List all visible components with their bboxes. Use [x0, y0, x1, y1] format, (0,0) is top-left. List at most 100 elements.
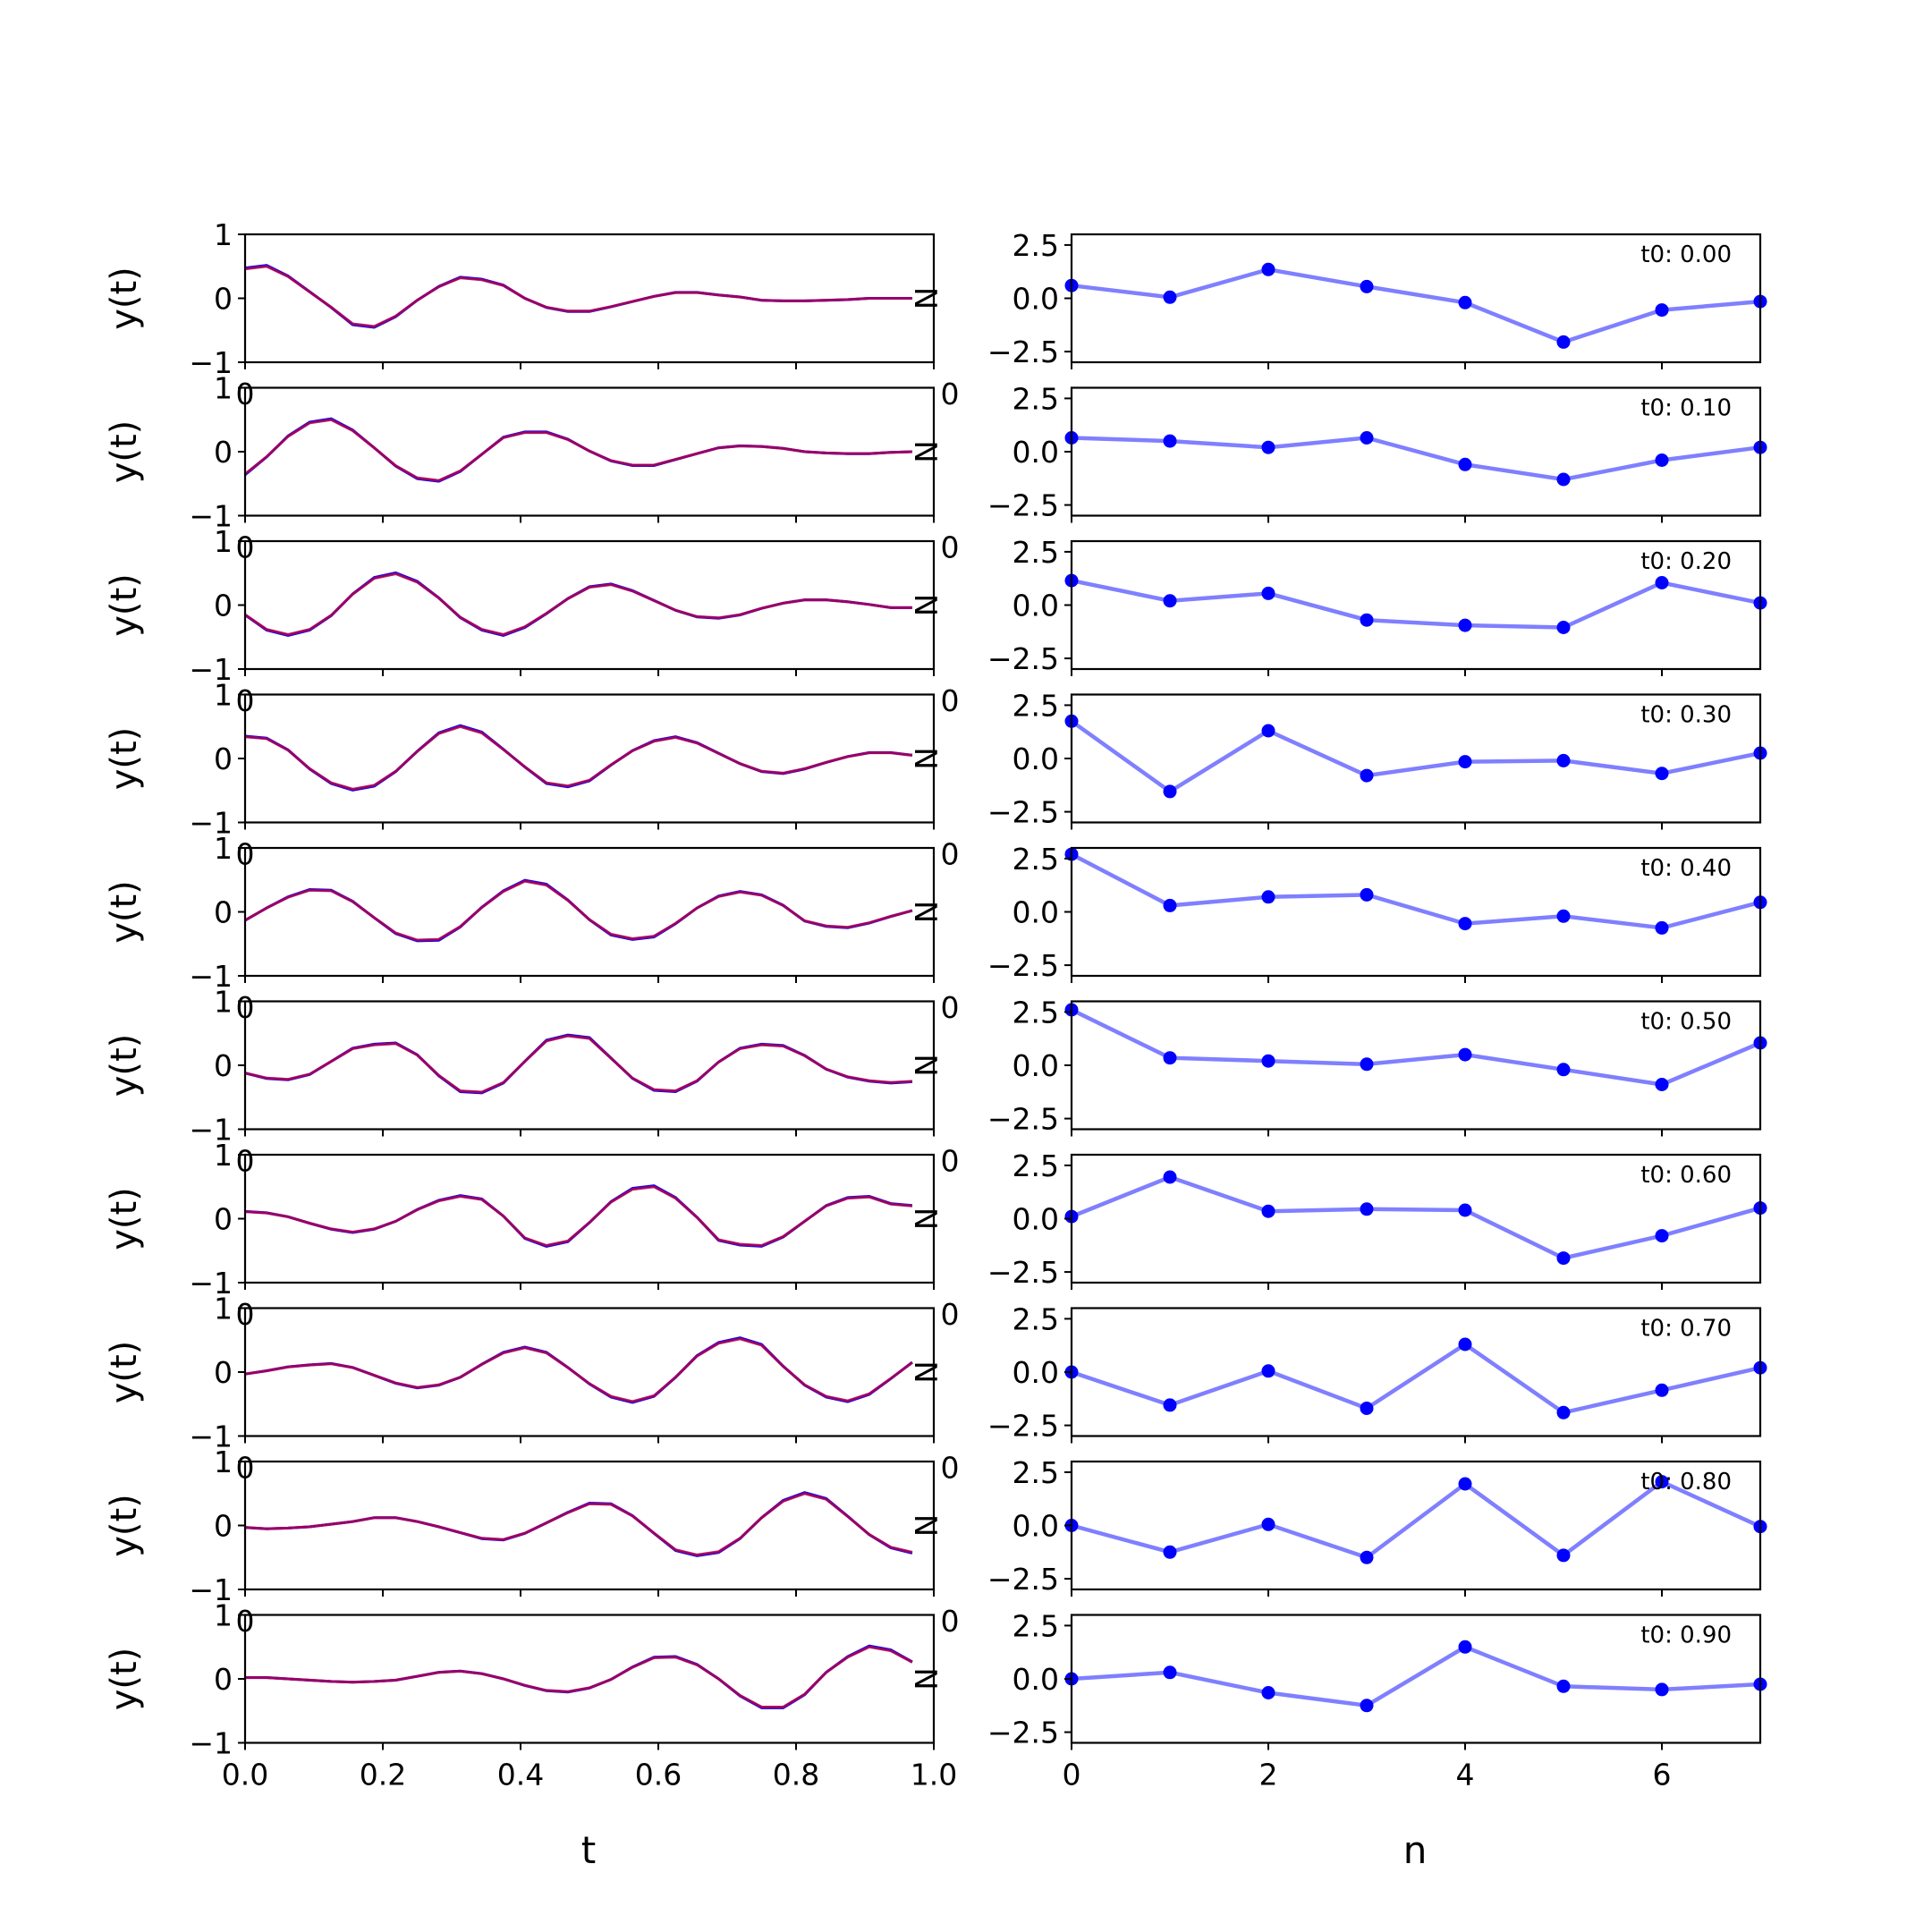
series-line [1071, 1644, 1761, 1708]
data-point [1163, 1665, 1177, 1680]
x-tick-label: 0 [941, 530, 960, 565]
y-tick-label: 1 [214, 985, 233, 1020]
y-tick-label: 2.5 [1013, 688, 1059, 723]
data-point [1261, 262, 1275, 276]
y-axis-label: y(t) [104, 1341, 145, 1404]
panel-annotation: t0: 0.00 [1640, 242, 1732, 268]
n-axis-label: N [907, 287, 943, 309]
y-tick-label: −2.5 [987, 488, 1059, 523]
y-tick-label: 2.5 [1013, 228, 1059, 263]
y-tick-label: 1 [214, 1138, 233, 1173]
data-point [1360, 279, 1374, 293]
y-tick-label: −1 [189, 1726, 233, 1761]
right-panel-column: 2.5 0.0 −2.5 t0: 0.00 2.5 0.0 −2.5 t0: 0.10 2.5 0… [987, 228, 1767, 1792]
data-point [1163, 290, 1177, 304]
x-tick-label: 1.0 [911, 1758, 957, 1792]
data-point [1163, 434, 1177, 448]
y-axis-label: y(t) [104, 727, 145, 791]
left-panel-column: −1 0 1 0 0 y(t) N −1 0 1 0 0 y(t) N −1 0 1 0 0 y(t) N −1 0 1 0 0 y… [104, 217, 960, 1792]
panel-annotation: t0: 0.40 [1640, 855, 1732, 882]
series-line [1071, 1174, 1761, 1260]
data-point [1556, 1548, 1571, 1563]
left-subplot-5: −1 0 1 0 0 y(t) N [104, 985, 960, 1179]
data-point [1458, 1337, 1472, 1352]
data-point [1261, 440, 1275, 454]
data-point [1458, 618, 1472, 632]
panel-annotation: t0: 0.30 [1640, 702, 1732, 729]
y-tick-label: 0.0 [1013, 1202, 1059, 1237]
left-subplot-4: −1 0 1 0 0 y(t) N [104, 831, 960, 1025]
y-tick-label: 0.0 [1013, 435, 1059, 470]
data-point [1261, 1204, 1275, 1218]
n-axis-label: N [907, 1054, 943, 1076]
y-tick-label: 0 [214, 741, 233, 776]
n-axis-label: N [907, 1208, 943, 1230]
left-subplot-3: −1 0 1 0 0 y(t) N [104, 678, 960, 872]
left-subplot-6: −1 0 1 0 0 y(t) N [104, 1138, 960, 1332]
y-tick-label: 0 [214, 282, 233, 317]
x-tick-label: 0 [1063, 1758, 1081, 1792]
y-tick-label: −2.5 [987, 1409, 1059, 1444]
series-line-overlap [245, 1645, 913, 1708]
data-point [1163, 1398, 1177, 1412]
y-tick-label: −2.5 [987, 1562, 1059, 1597]
y-tick-label: −1 [189, 1572, 233, 1607]
y-axis-label: y(t) [104, 1494, 145, 1557]
y-tick-label: 0.0 [1013, 1048, 1059, 1083]
left-subplot-9: −1 0 1 0.0 0.2 0.4 0.6 0.8 1.0 y(t) N [104, 1598, 957, 1792]
x-tick-label: 0 [941, 1297, 960, 1332]
data-point [1261, 1686, 1275, 1699]
right-subplot-9: 2.5 0.0 −2.50 2 4 6 t0: 0.90 [987, 1608, 1767, 1792]
left-x-axis-label: t [581, 1828, 596, 1872]
y-axis-label: y(t) [104, 880, 145, 944]
y-tick-label: −1 [189, 806, 233, 841]
series-line [1071, 578, 1761, 630]
data-point [1556, 1251, 1571, 1266]
data-point [1556, 335, 1571, 349]
data-point [1556, 1405, 1571, 1419]
data-point [1655, 1078, 1669, 1091]
data-point [1360, 887, 1374, 902]
data-point [1655, 767, 1669, 781]
y-tick-label: 0 [214, 435, 233, 470]
series-line-overlap [244, 572, 912, 636]
y-tick-label: −2.5 [987, 1102, 1059, 1137]
x-tick-label: 0.6 [635, 1758, 682, 1792]
right-subplot-2: 2.5 0.0 −2.5 t0: 0.20 [987, 535, 1767, 676]
x-tick-label: 0 [941, 1451, 960, 1486]
data-point [1360, 1699, 1374, 1713]
data-point [1163, 1051, 1177, 1065]
y-axis-label: y(t) [104, 1034, 145, 1097]
data-point [1458, 295, 1472, 309]
panel-annotation: t0: 0.90 [1640, 1623, 1732, 1649]
y-tick-label: 1 [214, 524, 233, 559]
y-tick-label: 0 [214, 1355, 233, 1390]
y-tick-label: −1 [189, 1419, 233, 1454]
right-subplot-1: 2.5 0.0 −2.5 t0: 0.10 [987, 381, 1767, 523]
n-axis-label: N [907, 594, 943, 616]
right-subplot-0: 2.5 0.0 −2.5 t0: 0.00 [987, 228, 1767, 369]
data-point [1655, 576, 1669, 589]
series-line [1070, 852, 1761, 930]
right-subplot-7: 2.5 0.0 −2.5 t0: 0.70 [987, 1301, 1767, 1444]
y-tick-label: 1 [214, 1292, 233, 1326]
data-point [1655, 920, 1669, 935]
series-line [1070, 719, 1761, 794]
y-tick-label: 0.0 [1013, 895, 1059, 930]
data-point [1458, 1047, 1472, 1062]
data-point [1163, 594, 1177, 608]
right-x-axis-label: n [1403, 1828, 1428, 1872]
y-tick-label: 2.5 [1013, 1148, 1059, 1183]
data-point [1360, 1402, 1374, 1415]
n-axis-label: N [907, 901, 943, 923]
data-point [1458, 1203, 1472, 1217]
y-tick-label: 2.5 [1013, 842, 1059, 877]
data-point [1458, 917, 1472, 931]
y-tick-label: 0 [214, 1662, 233, 1697]
y-tick-label: 0 [214, 1048, 233, 1083]
series-line [1071, 1007, 1761, 1087]
x-tick-label: 6 [1653, 1758, 1672, 1792]
x-tick-label: 2 [1259, 1758, 1278, 1792]
